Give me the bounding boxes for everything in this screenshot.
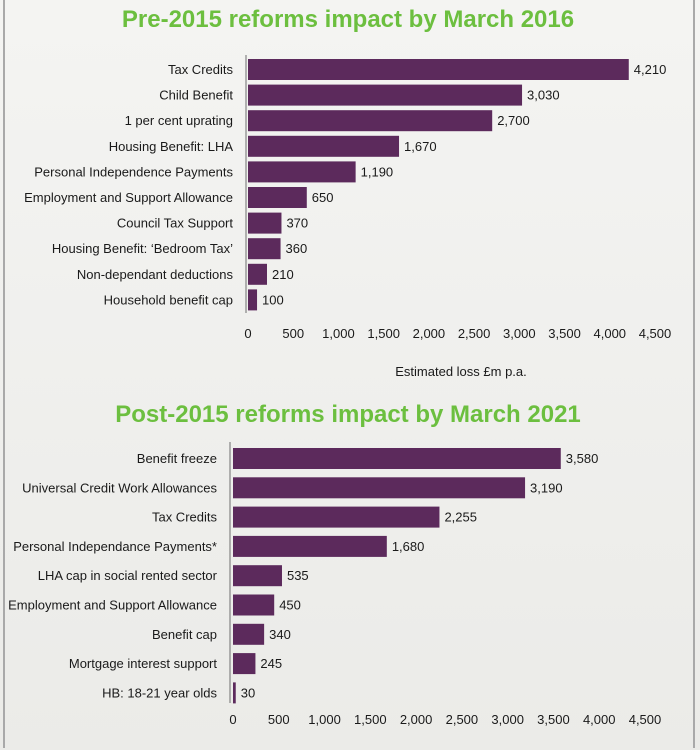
chart1-data-label: 2,700 [497,113,530,128]
chart1-data-label: 210 [272,267,294,282]
chart1-data-label: 650 [312,190,334,205]
chart2-bar [233,594,275,616]
chart1-tick-label: 4,000 [594,326,627,341]
chart1-bar [248,289,258,311]
chart2-data-label: 340 [269,627,291,642]
chart1-category-label: Non-dependant deductions [77,267,234,282]
chart1-category-label: Child Benefit [159,88,233,103]
chart1-tick-label: 2,500 [458,326,491,341]
chart2-tick-label: 3,500 [537,712,570,727]
chart1-bar [248,59,629,80]
chart1-bar [248,161,356,183]
chart1-bar [248,110,493,132]
chart2-category-label: Tax Credits [152,510,218,525]
chart2-category-label: Benefit cap [152,627,217,642]
chart2-bar [233,477,526,499]
chart1-tick-label: 3,000 [503,326,536,341]
chart2-tick-label: 500 [268,712,290,727]
chart1-category-label: Employment and Support Allowance [24,190,233,205]
chart2-data-label: 245 [260,656,282,671]
chart1-bar [248,187,307,208]
chart1-category-label: Housing Benefit: LHA [109,139,234,154]
chart1-bar [248,135,400,157]
chart1-category-label: 1 per cent uprating [125,113,233,128]
chart1-category-label: Council Tax Support [117,216,233,231]
chart2-bar [233,623,265,645]
chart1-tick-label: 0 [244,326,251,341]
chart2-data-label: 3,580 [566,451,599,466]
chart1-tick-label: 2,000 [413,326,446,341]
chart1-data-label: 1,190 [361,164,394,179]
chart1-category-label: Household benefit cap [104,292,233,307]
chart2-tick-label: 4,500 [629,712,662,727]
chart1-tick-label: 3,500 [548,326,581,341]
chart1-x-axis-label: Estimated loss £m p.a. [395,364,527,379]
chart1-data-label: 100 [262,292,284,307]
chart1-category-label: Housing Benefit: ‘Bedroom Tax’ [52,241,233,256]
chart2-tick-label: 1,500 [354,712,387,727]
chart2-tick-label: 1,000 [308,712,341,727]
chart1-category-label: Tax Credits [168,62,234,77]
chart2-category-label: Benefit freeze [137,451,217,466]
chart2-data-label: 450 [279,598,301,613]
chart2-bar [233,565,282,587]
chart1-data-label: 1,670 [404,139,437,154]
chart1-bar [248,84,523,106]
chart1-tick-label: 1,000 [322,326,355,341]
chart2-tick-label: 2,000 [400,712,433,727]
chart1-bar [248,238,281,260]
chart1-data-label: 4,210 [634,62,667,77]
chart2-bar [233,682,236,704]
chart2-bar [233,653,256,675]
chart2-title: Post-2015 reforms impact by March 2021 [115,401,581,428]
chart1-tick-label: 1,500 [367,326,400,341]
chart1-title: Pre-2015 reforms impact by March 2016 [122,6,574,33]
chart2-data-label: 30 [241,685,255,700]
chart2-tick-label: 4,000 [583,712,616,727]
chart2-category-label: HB: 18-21 year olds [102,685,217,700]
chart2-category-label: LHA cap in social rented sector [38,568,218,583]
chart2-category-label: Personal Independance Payments* [13,539,217,554]
chart2-tick-label: 3,000 [491,712,524,727]
chart2-tick-label: 0 [229,712,236,727]
chart2-data-label: 3,190 [530,480,563,495]
chart1-tick-label: 500 [282,326,304,341]
chart2-bar [233,506,440,528]
chart2-data-label: 1,680 [392,539,425,554]
chart2-bar [233,448,561,469]
chart2-category-label: Universal Credit Work Allowances [22,480,217,495]
chart-frame [3,0,695,748]
chart1-data-label: 370 [286,216,308,231]
chart1-data-label: 3,030 [527,88,560,103]
chart1-data-label: 360 [286,241,308,256]
chart1-bar [248,263,267,285]
chart2-category-label: Employment and Support Allowance [8,598,217,613]
chart2-category-label: Mortgage interest support [69,656,218,671]
chart2-tick-label: 2,500 [446,712,479,727]
chart1-tick-label: 4,500 [639,326,672,341]
chart2-data-label: 2,255 [444,510,477,525]
chart1-category-label: Personal Independence Payments [34,164,233,179]
chart2-bar [233,535,387,557]
chart2-data-label: 535 [287,568,309,583]
chart1-bar [248,212,282,234]
